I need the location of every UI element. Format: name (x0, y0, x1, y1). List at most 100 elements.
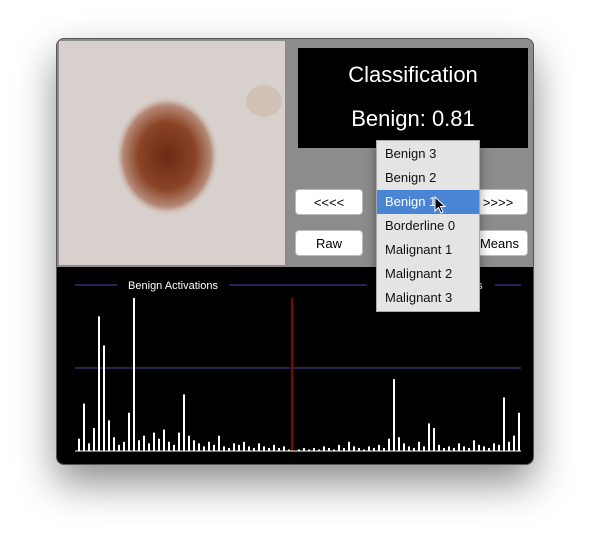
activation-bar (178, 432, 180, 451)
activation-bar (263, 446, 265, 451)
activation-bar (488, 447, 490, 451)
activation-bar (243, 441, 245, 451)
activation-bar (408, 446, 410, 451)
activation-bar (83, 403, 85, 451)
activation-bar (498, 444, 500, 451)
activation-bar (473, 440, 475, 451)
activation-bar (433, 428, 435, 451)
activation-bar (198, 443, 200, 451)
activation-bar (328, 447, 330, 451)
activation-bar (78, 438, 80, 451)
activation-bar (368, 446, 370, 451)
activation-bar (158, 438, 160, 451)
activation-bar (323, 446, 325, 451)
activation-bar (213, 444, 215, 451)
dropdown-menu: Benign 3 Benign 2 Benign 1 Borderline 0 Mali… (376, 140, 480, 312)
activation-bar (313, 447, 315, 451)
activation-bar (168, 441, 170, 451)
raw-button[interactable]: Raw (295, 230, 363, 256)
activation-bar (188, 435, 190, 451)
activation-bar (333, 449, 335, 451)
activation-bar (253, 447, 255, 451)
activation-bar (308, 449, 310, 451)
activation-bar (268, 447, 270, 451)
activation-bar (128, 412, 130, 451)
label-bg (117, 277, 229, 293)
activation-bar (318, 449, 320, 451)
activation-bar (103, 345, 105, 451)
activation-bar (463, 446, 465, 451)
activation-bar (483, 446, 485, 451)
activation-bar (238, 444, 240, 451)
prev-button[interactable]: <<<< (295, 189, 363, 215)
activation-bar (343, 447, 345, 451)
dropdown-item[interactable]: Benign 3 (385, 146, 437, 161)
activation-bar (453, 447, 455, 451)
activation-bar (478, 444, 480, 451)
activation-bar (163, 429, 165, 451)
classification-panel: Classification Benign: 0.81 (298, 48, 528, 148)
activation-bar (218, 435, 220, 451)
activation-bar (438, 444, 440, 451)
activation-bar (428, 423, 430, 451)
lesion-image (59, 41, 285, 265)
activation-bar (148, 443, 150, 451)
activation-bar (123, 441, 125, 451)
activation-bar (418, 441, 420, 451)
activation-bar (288, 449, 290, 451)
activation-bar (448, 446, 450, 451)
activation-bar (398, 437, 400, 451)
activation-bar (113, 437, 115, 451)
activation-bar (503, 397, 505, 451)
dropdown-item[interactable]: Malignant 1 (385, 242, 453, 257)
activation-bar (248, 446, 250, 451)
dropdown-item[interactable]: Benign 2 (385, 170, 437, 185)
activation-bar (153, 432, 155, 451)
activation-bar (348, 441, 350, 451)
activation-bar (338, 444, 340, 451)
activation-bar (358, 447, 360, 451)
activation-bar (88, 443, 90, 451)
activation-bar (133, 298, 135, 451)
activation-bar (193, 440, 195, 451)
activation-bar (383, 447, 385, 451)
activation-bar (303, 447, 305, 451)
activation-bar (233, 443, 235, 451)
classification-title: Classification (348, 62, 478, 87)
dropdown-item[interactable]: Borderline 0 (385, 218, 456, 233)
activation-bar (363, 449, 365, 451)
activation-bar (93, 428, 95, 451)
activation-bar (443, 447, 445, 451)
activation-bar (143, 435, 145, 451)
activation-bar (278, 447, 280, 451)
activation-bar (108, 420, 110, 451)
activation-bar (468, 447, 470, 451)
activation-bar (283, 446, 285, 451)
activation-bar (183, 394, 185, 451)
classification-result: Benign: 0.81 (351, 106, 475, 131)
activation-bar (393, 379, 395, 451)
activation-bar (258, 443, 260, 451)
activation-bar (208, 441, 210, 451)
activation-bar (388, 438, 390, 451)
activation-bar (373, 447, 375, 451)
activation-bar (138, 440, 140, 451)
activation-bar (298, 449, 300, 451)
activation-bar (98, 316, 100, 451)
activation-bar (203, 446, 205, 451)
activation-bar (378, 444, 380, 451)
cursor (434, 196, 447, 214)
benign-label: Benign Activations (128, 280, 218, 292)
dropdown-item[interactable]: Malignant 3 (385, 290, 453, 305)
activation-bar (518, 412, 520, 451)
activation-bar (513, 435, 515, 451)
activation-bar (173, 444, 175, 451)
activation-bar (353, 446, 355, 451)
dropdown-item[interactable]: Malignant 2 (385, 266, 453, 281)
dropdown-item[interactable]: Benign 1 (377, 190, 479, 214)
activation-bar (458, 443, 460, 451)
activation-bar (493, 443, 495, 451)
activation-bar (118, 444, 120, 451)
activation-bar (228, 447, 230, 451)
activation-bar (508, 441, 510, 451)
